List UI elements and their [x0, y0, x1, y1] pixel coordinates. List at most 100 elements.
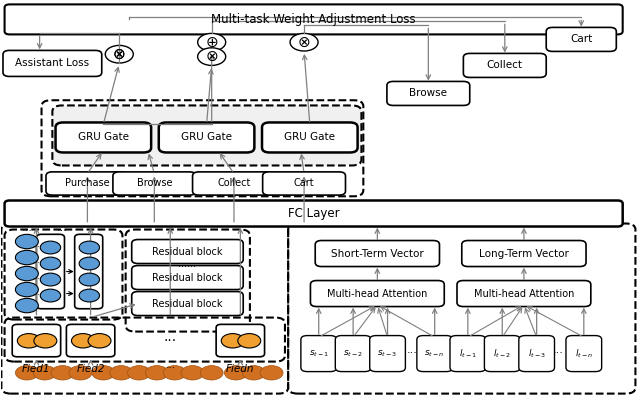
Text: $l_{t-n}$: $l_{t-n}$: [575, 347, 593, 360]
FancyBboxPatch shape: [301, 336, 337, 372]
Circle shape: [15, 234, 38, 249]
Circle shape: [79, 273, 100, 286]
Circle shape: [260, 366, 283, 380]
Circle shape: [40, 241, 61, 254]
Text: ···: ···: [56, 226, 67, 237]
Text: ···: ···: [33, 291, 40, 300]
FancyBboxPatch shape: [75, 234, 102, 309]
Text: ···: ···: [553, 349, 564, 359]
Circle shape: [200, 366, 223, 380]
Circle shape: [79, 289, 100, 302]
Circle shape: [15, 366, 38, 380]
FancyBboxPatch shape: [159, 123, 254, 152]
FancyBboxPatch shape: [4, 201, 623, 226]
Text: ⊗: ⊗: [113, 47, 125, 62]
Text: ⊗: ⊗: [205, 49, 218, 64]
Text: ···: ···: [406, 349, 417, 359]
Text: Browse: Browse: [136, 179, 172, 189]
Text: $l_{t-1}$: $l_{t-1}$: [459, 347, 477, 360]
Text: Residual block: Residual block: [152, 299, 223, 309]
Text: Assistant Loss: Assistant Loss: [15, 58, 90, 69]
FancyBboxPatch shape: [36, 234, 65, 309]
Text: $l_{t-3}$: $l_{t-3}$: [527, 347, 546, 360]
Text: $l_{t-2}$: $l_{t-2}$: [493, 347, 511, 360]
Text: Fied1: Fied1: [22, 364, 51, 374]
Text: GRU Gate: GRU Gate: [78, 133, 129, 143]
Text: Multi-head Attention: Multi-head Attention: [474, 289, 574, 299]
Circle shape: [69, 366, 92, 380]
Circle shape: [79, 241, 100, 254]
FancyBboxPatch shape: [52, 106, 362, 166]
FancyBboxPatch shape: [484, 336, 520, 372]
Circle shape: [51, 366, 74, 380]
Text: Fiedn: Fiedn: [226, 364, 255, 374]
Text: Short-Term Vector: Short-Term Vector: [331, 249, 424, 259]
FancyBboxPatch shape: [216, 324, 264, 357]
Circle shape: [40, 273, 61, 286]
FancyBboxPatch shape: [262, 172, 346, 195]
Text: ···: ···: [33, 259, 40, 268]
Circle shape: [198, 33, 226, 51]
Circle shape: [221, 334, 244, 348]
FancyBboxPatch shape: [3, 50, 102, 77]
FancyBboxPatch shape: [457, 280, 591, 307]
Circle shape: [88, 334, 111, 348]
Text: Collect: Collect: [218, 179, 251, 189]
Circle shape: [15, 250, 38, 265]
FancyBboxPatch shape: [132, 266, 243, 289]
Text: ···: ···: [165, 364, 175, 374]
FancyBboxPatch shape: [370, 336, 405, 372]
Circle shape: [17, 334, 40, 348]
FancyBboxPatch shape: [12, 324, 61, 357]
Circle shape: [40, 257, 61, 270]
Circle shape: [109, 366, 132, 380]
FancyBboxPatch shape: [113, 172, 196, 195]
Circle shape: [15, 298, 38, 313]
Text: ⊗: ⊗: [298, 35, 310, 50]
Text: Cart: Cart: [294, 179, 314, 189]
FancyBboxPatch shape: [546, 27, 616, 52]
Text: $s_{t-n}$: $s_{t-n}$: [424, 348, 445, 359]
FancyBboxPatch shape: [67, 324, 115, 357]
Circle shape: [92, 366, 115, 380]
Text: Multi-task Weight Adjustment Loss: Multi-task Weight Adjustment Loss: [211, 13, 416, 26]
Text: GRU Gate: GRU Gate: [181, 133, 232, 143]
Text: Residual block: Residual block: [152, 247, 223, 257]
FancyBboxPatch shape: [46, 172, 129, 195]
Text: ···: ···: [164, 334, 177, 348]
Circle shape: [79, 257, 100, 270]
Text: $s_{t-1}$: $s_{t-1}$: [308, 348, 329, 359]
Text: ···: ···: [33, 243, 40, 252]
Circle shape: [15, 283, 38, 297]
FancyBboxPatch shape: [56, 123, 151, 152]
Text: FC Layer: FC Layer: [288, 207, 339, 220]
Circle shape: [72, 334, 95, 348]
Text: $s_{t-3}$: $s_{t-3}$: [378, 348, 397, 359]
FancyBboxPatch shape: [417, 336, 452, 372]
Text: $s_{t-2}$: $s_{t-2}$: [343, 348, 364, 359]
Text: Long-Term Vector: Long-Term Vector: [479, 249, 569, 259]
Text: ⊕: ⊕: [205, 35, 218, 50]
Circle shape: [243, 366, 265, 380]
Circle shape: [290, 33, 318, 51]
Text: Fied2: Fied2: [76, 364, 105, 374]
Text: ···: ···: [22, 226, 32, 237]
Text: GRU Gate: GRU Gate: [284, 133, 335, 143]
Text: Browse: Browse: [410, 88, 447, 98]
Circle shape: [238, 334, 260, 348]
Circle shape: [40, 289, 61, 302]
Text: ···: ···: [33, 275, 40, 284]
Circle shape: [105, 46, 133, 63]
FancyBboxPatch shape: [316, 241, 440, 266]
FancyBboxPatch shape: [463, 54, 546, 77]
FancyBboxPatch shape: [387, 81, 470, 106]
Circle shape: [145, 366, 168, 380]
Text: Collect: Collect: [487, 60, 523, 71]
Circle shape: [15, 266, 38, 281]
Circle shape: [127, 366, 150, 380]
Circle shape: [33, 366, 56, 380]
FancyBboxPatch shape: [132, 291, 243, 316]
FancyBboxPatch shape: [519, 336, 554, 372]
Circle shape: [163, 366, 186, 380]
FancyBboxPatch shape: [450, 336, 486, 372]
